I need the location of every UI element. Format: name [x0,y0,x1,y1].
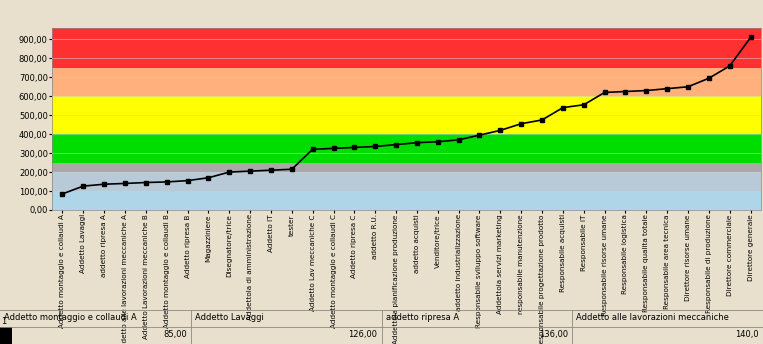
Text: 1: 1 [1,316,6,325]
Text: addetto ripresa A: addetto ripresa A [385,313,459,323]
Text: Addetto montaggio e collaudi A: Addetto montaggio e collaudi A [4,313,137,323]
Text: Addetto Lavaggi: Addetto Lavaggi [195,313,264,323]
Text: 140,0: 140,0 [736,331,759,340]
Text: 85,00: 85,00 [163,331,187,340]
Text: Addetto alle lavorazioni meccaniche: Addetto alle lavorazioni meccaniche [576,313,729,323]
Bar [0,327,12,344]
Bar [52,172,761,191]
Bar [52,163,761,172]
Text: 126,00: 126,00 [349,331,378,340]
Text: 136,00: 136,00 [539,331,568,340]
Bar [52,68,761,96]
Bar [52,134,761,163]
Bar [52,28,761,68]
Bar [52,191,761,210]
Bar [52,96,761,134]
